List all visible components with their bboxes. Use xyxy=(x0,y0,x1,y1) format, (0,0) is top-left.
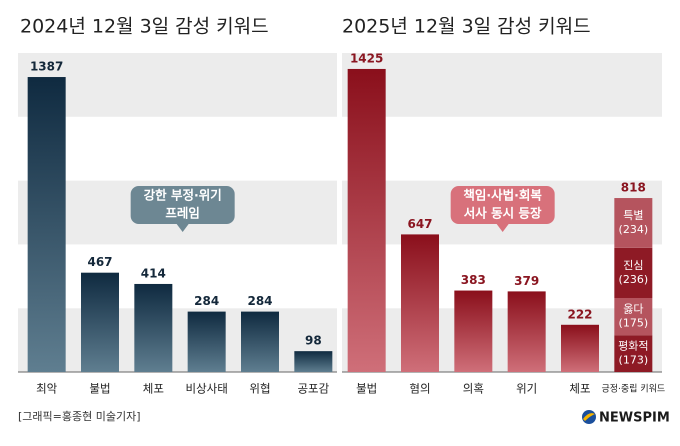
bar xyxy=(454,290,493,372)
x-tick-label: 최악 xyxy=(36,382,58,396)
x-tick-label: 비상사태 xyxy=(186,382,228,396)
value-label: 1425 xyxy=(350,51,383,65)
bar xyxy=(347,68,386,372)
value-label: 379 xyxy=(514,274,539,288)
segment-label: 옳다 xyxy=(623,303,643,316)
logo-icon xyxy=(583,413,595,421)
value-label: 284 xyxy=(194,294,219,308)
x-tick-label: 위협 xyxy=(249,382,270,396)
x-tick-label: 혐의 xyxy=(409,382,430,396)
value-label: 222 xyxy=(567,307,592,321)
annotation-box xyxy=(450,186,555,224)
bar xyxy=(241,311,279,372)
bar xyxy=(187,311,226,372)
grid-band xyxy=(342,53,662,117)
annotation-text: 서사 동시 등장 xyxy=(464,206,542,221)
bar-segment xyxy=(614,297,653,336)
bar xyxy=(294,351,333,372)
bar xyxy=(27,77,66,372)
annotation-pointer xyxy=(176,224,189,232)
chart-title: 2024년 12월 3일 감성 키워드 xyxy=(20,16,269,38)
bar xyxy=(561,324,599,372)
segment-label: 진심 xyxy=(623,259,643,272)
credit: [그래픽=홍종현 미술기자] xyxy=(18,409,141,423)
grid-band xyxy=(18,244,337,309)
bar xyxy=(134,283,173,372)
x-tick-label: 체포 xyxy=(569,382,590,396)
bar xyxy=(507,291,546,372)
grid-band xyxy=(342,308,662,372)
x-tick-label: 의혹 xyxy=(463,382,484,396)
value-label: 98 xyxy=(305,334,322,348)
value-label: 647 xyxy=(407,217,432,231)
x-tick-label: 불법 xyxy=(89,382,110,396)
value-label: 414 xyxy=(141,266,166,280)
annotation-text: 강한 부정·위기 xyxy=(144,188,222,203)
annotation-text: 책임·사법·회복 xyxy=(463,188,542,203)
value-label: 284 xyxy=(247,294,272,308)
grid-band xyxy=(342,116,662,181)
value-label: 467 xyxy=(87,255,112,269)
value-label: 818 xyxy=(621,181,646,195)
x-tick-label: 공포감 xyxy=(297,382,329,396)
grid-band xyxy=(18,116,337,181)
value-label: 1387 xyxy=(30,60,63,74)
bar xyxy=(401,234,439,372)
bar xyxy=(81,272,119,372)
x-tick-label: 위기 xyxy=(516,382,537,396)
logo-text: NEWSPIM xyxy=(599,411,670,426)
segment-value-label: (236) xyxy=(619,273,649,286)
value-label: 383 xyxy=(461,273,486,287)
grid-band xyxy=(18,308,337,372)
grid-band xyxy=(18,53,337,117)
annotation-text: 프레임 xyxy=(165,206,200,221)
segment-label: 특별 xyxy=(623,209,643,222)
segment-label: 평화적 xyxy=(618,340,648,353)
chart-title: 2025년 12월 3일 감성 키워드 xyxy=(342,16,591,38)
bar-segment xyxy=(614,247,653,298)
bar-segment xyxy=(614,198,653,248)
x-tick-label: 체포 xyxy=(143,382,164,396)
segment-value-label: (234) xyxy=(619,223,649,236)
bar-segment xyxy=(614,335,653,372)
grid-band xyxy=(342,244,662,309)
segment-value-label: (173) xyxy=(619,354,649,367)
annotation-box xyxy=(130,186,235,224)
logo: NEWSPIM xyxy=(582,410,670,426)
x-tick-label: 불법 xyxy=(356,382,377,396)
annotation-pointer xyxy=(496,224,509,232)
segment-value-label: (175) xyxy=(619,317,649,330)
x-tick-label: 긍정·중립 키워드 xyxy=(601,384,665,395)
